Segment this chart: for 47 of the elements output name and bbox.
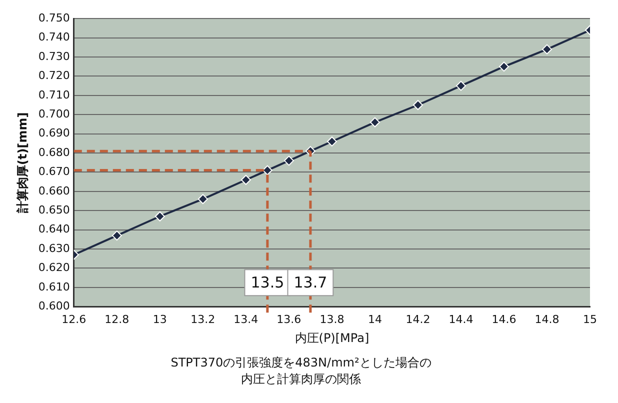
x-tick-label: 14 xyxy=(368,313,382,326)
x-tick-label: 12.8 xyxy=(104,313,130,326)
point xyxy=(456,80,466,91)
x-tick-label: 14.4 xyxy=(448,313,474,326)
point xyxy=(284,156,294,166)
point xyxy=(262,165,272,176)
point xyxy=(240,174,251,185)
x-tick-label: 15 xyxy=(583,313,597,326)
y-tick-label: 0.710 xyxy=(38,88,70,102)
y-tick-label: 0.610 xyxy=(38,280,70,294)
point xyxy=(412,100,423,110)
point xyxy=(370,117,380,128)
point xyxy=(542,44,552,54)
y-tick-label: 0.600 xyxy=(38,299,70,312)
x-tick-label: 13.6 xyxy=(276,313,302,326)
x-tick-label: 14.8 xyxy=(534,313,560,326)
x-tick-label: 13.4 xyxy=(234,313,258,326)
y-tick-label: 0.670 xyxy=(38,165,70,178)
point xyxy=(326,136,337,146)
y-tick-label: 0.660 xyxy=(38,184,70,198)
y-tick-label: 0.720 xyxy=(38,69,70,82)
y-tick-label: 0.650 xyxy=(38,203,70,216)
y-tick-label: 0.740 xyxy=(38,30,70,44)
y-axis-title: 計算肉厚(t)[mm] xyxy=(15,112,30,214)
point xyxy=(498,62,509,72)
text: 内圧と計算肉厚の関係 xyxy=(241,372,361,386)
point xyxy=(154,211,165,222)
point xyxy=(112,230,122,241)
y-tick-label: 0.750 xyxy=(38,11,70,24)
ref-line-label: 13.5 xyxy=(250,273,284,292)
y-tick-label: 0.640 xyxy=(38,222,70,236)
y-tick-label: 0.620 xyxy=(38,261,70,274)
x-axis-title: 内圧(P)[MPa] xyxy=(294,331,370,346)
y-tick-label: 0.680 xyxy=(38,146,70,159)
y-tick-label: 0.690 xyxy=(38,126,70,140)
x-tick-label: 13 xyxy=(152,313,167,326)
x-tick-label: 12.6 xyxy=(62,313,86,326)
ref-line-label: 13.7 xyxy=(294,273,328,292)
x-tick-label: 14.2 xyxy=(406,313,430,326)
y-tick-label: 0.700 xyxy=(38,107,70,120)
x-tick-label: 13.8 xyxy=(320,313,344,326)
x-tick-label: 13.2 xyxy=(190,313,216,326)
x-tick-label: 14.6 xyxy=(492,313,516,326)
text: STPT370の引張強度を483N/mm²とした場合の xyxy=(170,356,432,370)
y-tick-label: 0.730 xyxy=(38,50,70,63)
point xyxy=(198,194,208,204)
y-tick-label: 0.630 xyxy=(38,242,70,255)
